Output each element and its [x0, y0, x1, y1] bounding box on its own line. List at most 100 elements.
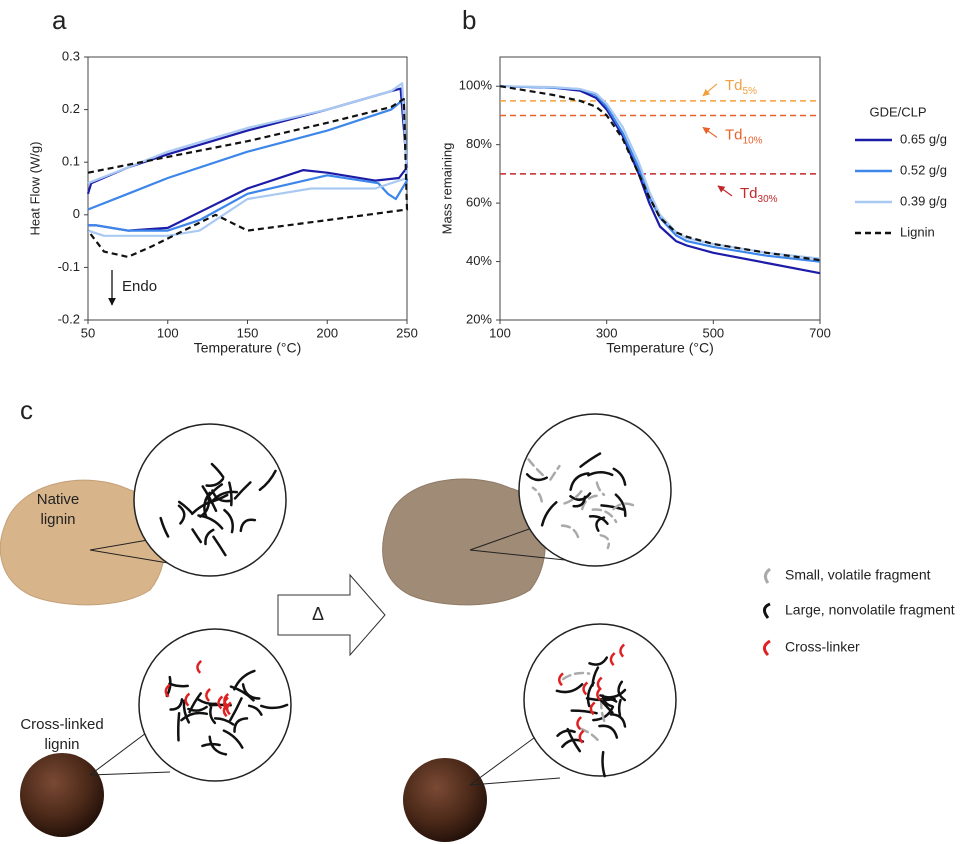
y-tick-label: 0.2: [62, 101, 80, 116]
fragment: [609, 713, 627, 728]
series-line: [499, 85, 821, 260]
fragment: [572, 495, 587, 508]
cross-linker: [596, 676, 603, 691]
zoom-circle: [518, 413, 672, 567]
fragment: [588, 656, 609, 666]
fragment: [209, 706, 217, 725]
series-line: [499, 85, 821, 275]
volatile-fragment: [531, 486, 543, 503]
zoom-line: [89, 729, 171, 776]
x-tick-label: 300: [596, 325, 618, 340]
y-tick-label: 0.3: [62, 48, 80, 63]
fragment: [566, 727, 582, 753]
fragment: [213, 717, 235, 726]
fragment: [205, 477, 225, 487]
fragment: [241, 683, 261, 700]
cross-linker: [576, 716, 583, 730]
fragment: [233, 717, 249, 733]
volatile-fragment: [599, 534, 611, 550]
fragment: [591, 666, 600, 687]
native-label: lignin: [40, 511, 75, 528]
volatile-fragment: [579, 727, 599, 741]
x-tick-label: 500: [702, 325, 724, 340]
crosslinked-label: lignin: [44, 736, 79, 753]
fragment: [614, 493, 627, 518]
x-axis-label: Temperature (°C): [194, 340, 302, 356]
fragment: [177, 500, 194, 515]
volatile-fragment: [561, 671, 591, 681]
y-axis-label: Mass remaining: [439, 143, 454, 235]
fragment: [208, 735, 228, 756]
fragment: [258, 469, 277, 492]
fragment: [569, 492, 592, 501]
fragment: [204, 528, 215, 546]
x-tick-label: 100: [489, 325, 511, 340]
fragment: [222, 729, 244, 749]
fragment: [169, 698, 184, 711]
series-line: [87, 82, 409, 237]
fragment: [223, 508, 234, 534]
crosslinked-sphere: [20, 753, 104, 837]
cross-linker: [558, 672, 564, 687]
threshold-label-sub: 10%: [743, 136, 763, 147]
x-tick-label: 200: [316, 325, 338, 340]
x-tick-label: 250: [396, 325, 418, 340]
cross-linker: [225, 701, 232, 716]
cross-linker: [582, 681, 589, 696]
cross-linker: [222, 703, 229, 718]
fragment: [168, 682, 189, 688]
native-label: Native: [37, 491, 80, 508]
plot-frame: [499, 56, 821, 321]
fragment: [601, 750, 606, 778]
fragment: [601, 694, 614, 708]
fragment: [201, 485, 218, 513]
volatile-fragment: [595, 481, 606, 497]
fragment: [191, 528, 203, 544]
y-tick-label: -0.1: [58, 259, 80, 274]
fragment: [260, 703, 289, 710]
x-tick-label: 100: [157, 325, 179, 340]
cross-linker: [589, 701, 596, 716]
fragment: [598, 697, 614, 715]
threshold-label: Td5%: [725, 77, 757, 97]
y-tick-label: 100%: [459, 78, 493, 93]
panel-letter: a: [52, 5, 67, 35]
volatile-fragment: [549, 464, 561, 481]
fragment: [617, 680, 627, 702]
y-tick-label: 80%: [466, 136, 492, 151]
fragment: [180, 711, 209, 722]
zoom-line: [469, 734, 561, 786]
threshold-label-sub: 5%: [743, 86, 758, 97]
heated-lignin-blob: [382, 478, 546, 606]
fragment: [617, 698, 622, 717]
fragment: [212, 535, 227, 557]
legend-title: GDE/CLP: [869, 104, 926, 119]
legend-icon: [763, 602, 771, 619]
threshold-label: Td30%: [740, 185, 778, 205]
volatile-fragment: [591, 508, 618, 524]
threshold-arrow: [717, 185, 733, 197]
threshold-label-text: Td: [725, 126, 743, 143]
fragment: [587, 471, 614, 477]
volatile-fragment: [524, 454, 544, 477]
fragment: [555, 683, 584, 694]
cross-linker: [184, 692, 191, 707]
fragment: [592, 705, 615, 722]
series-line: [86, 87, 409, 232]
native-lignin-blob: [0, 479, 166, 606]
fragment: [182, 699, 191, 724]
y-tick-label: 20%: [466, 311, 492, 326]
fragment: [600, 504, 625, 511]
fragment: [203, 491, 211, 519]
threshold-label-text: Td: [725, 77, 743, 94]
zoom-line: [469, 527, 566, 561]
volatile-fragment: [560, 524, 580, 539]
series-line: [87, 98, 409, 232]
legend-label: Small, volatile fragment: [785, 567, 931, 583]
fragment: [228, 481, 233, 507]
fragment: [588, 515, 609, 526]
threshold-arrow: [702, 83, 718, 97]
crosslinked-label: Cross-linked: [20, 716, 103, 733]
x-tick-label: 150: [237, 325, 259, 340]
